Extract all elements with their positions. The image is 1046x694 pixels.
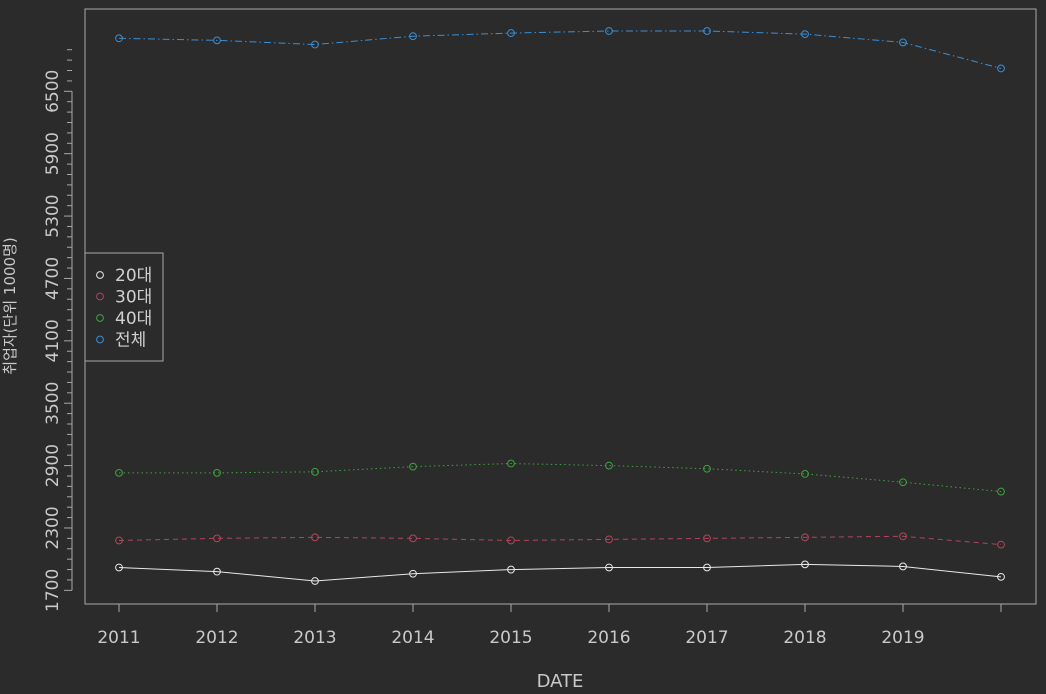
series-3	[115, 459, 1005, 496]
data-point	[899, 478, 907, 487]
data-point	[801, 470, 809, 478]
data-point	[311, 533, 319, 542]
data-point	[997, 540, 1005, 549]
data-point	[605, 27, 613, 35]
data-point	[801, 30, 809, 39]
y-tick-label: 5900	[43, 132, 63, 175]
x-tick-label: 2019	[881, 628, 924, 648]
series-line	[119, 463, 1002, 493]
data-point	[703, 534, 711, 543]
legend-label: 전체	[115, 331, 146, 351]
series-2	[115, 532, 1005, 549]
data-point	[507, 565, 515, 574]
data-point	[605, 535, 613, 544]
legend-marker	[96, 335, 104, 344]
data-point	[409, 569, 417, 578]
legend-box	[84, 252, 164, 362]
data-point	[409, 534, 417, 543]
series-4	[115, 27, 1005, 73]
data-point	[997, 572, 1005, 581]
data-point	[115, 34, 123, 43]
data-point	[507, 536, 515, 545]
data-point	[899, 532, 907, 541]
data-point	[311, 577, 319, 585]
legend-label: 20대	[115, 266, 152, 286]
x-axis: 2011 2012 2013 2014 2015 2016 2017 2018 2019	[97, 603, 1002, 648]
data-point	[507, 29, 515, 37]
data-point	[899, 38, 907, 47]
data-point	[213, 36, 221, 45]
plot-frame	[84, 8, 1037, 605]
series-1	[115, 560, 1005, 585]
series-line	[118, 535, 1002, 546]
y-tick-label: 2900	[43, 444, 63, 487]
data-point	[801, 533, 809, 542]
data-point	[899, 562, 907, 571]
data-point	[997, 487, 1005, 496]
x-tick-label: 2011	[97, 628, 140, 648]
y-tick-label: 4700	[43, 257, 63, 300]
x-axis-title: DATE	[537, 671, 584, 692]
series-line	[118, 563, 1002, 582]
data-point	[703, 464, 711, 473]
data-point	[997, 64, 1005, 73]
x-tick-label: 2014	[391, 628, 434, 648]
legend-label: 40대	[115, 309, 152, 329]
y-axis: 1700 2300 2900 3500 4100 4700 5300 5900 6500	[43, 49, 73, 612]
series-line	[118, 30, 1002, 69]
data-point	[115, 468, 123, 477]
y-tick-label: 1700	[43, 569, 63, 612]
data-point	[115, 563, 123, 572]
legend-marker	[96, 314, 104, 322]
data-point	[801, 560, 809, 569]
x-tick-label: 2015	[489, 628, 532, 648]
y-tick-label: 6500	[43, 70, 63, 113]
x-tick-label: 2018	[783, 628, 826, 648]
data-point	[213, 468, 221, 477]
data-point	[115, 536, 123, 545]
data-point	[605, 461, 613, 470]
legend-marker	[96, 271, 104, 279]
y-tick-label: 3500	[43, 382, 63, 425]
data-point	[213, 534, 221, 543]
data-point	[213, 567, 221, 576]
y-axis-title: 취업자(단위 1000명)	[1, 237, 19, 374]
data-point	[409, 32, 417, 41]
data-point	[605, 563, 613, 572]
y-tick-label: 2300	[43, 506, 63, 549]
data-point	[409, 462, 417, 471]
legend-label: 30대	[115, 288, 152, 308]
y-tick-label: 5300	[43, 194, 63, 237]
x-tick-label: 2012	[195, 628, 238, 648]
legend-marker	[96, 292, 104, 301]
series-layer	[115, 27, 1005, 585]
data-point	[703, 563, 711, 572]
x-tick-label: 2016	[587, 628, 630, 648]
data-point	[311, 40, 319, 49]
data-point	[507, 459, 515, 468]
data-point	[311, 467, 319, 476]
x-tick-label: 2013	[293, 628, 336, 648]
x-tick-label: 2017	[685, 628, 728, 648]
y-tick-label: 4100	[43, 319, 63, 362]
data-point	[703, 27, 711, 35]
